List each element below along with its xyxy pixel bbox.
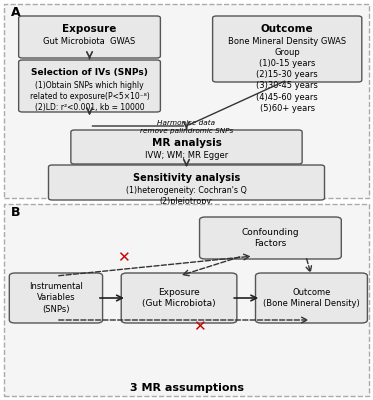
Text: Confounding
Factors: Confounding Factors — [242, 228, 299, 248]
Text: IVW; WM; MR Egger: IVW; WM; MR Egger — [145, 151, 228, 160]
Text: Harmonise data
remove palindromic SNPs: Harmonise data remove palindromic SNPs — [140, 120, 233, 134]
Text: Instrumental
Variables
(SNPs): Instrumental Variables (SNPs) — [29, 282, 83, 314]
Text: Exposure
(Gut Microbiota): Exposure (Gut Microbiota) — [142, 288, 216, 308]
Text: Exposure: Exposure — [62, 24, 117, 34]
Text: MR analysis: MR analysis — [151, 138, 222, 148]
Text: Gut Microbiota  GWAS: Gut Microbiota GWAS — [43, 37, 136, 46]
Text: ✕: ✕ — [117, 250, 129, 266]
FancyBboxPatch shape — [9, 273, 103, 323]
FancyBboxPatch shape — [48, 165, 325, 200]
FancyBboxPatch shape — [4, 4, 369, 198]
Text: Selection of IVs (SNPs): Selection of IVs (SNPs) — [31, 68, 148, 77]
Text: (1)Obtain SNPs which highly
related to exposure(P<5×10⁻⁸)
(2)LD: r²<0.001, kb = : (1)Obtain SNPs which highly related to e… — [29, 81, 150, 112]
FancyBboxPatch shape — [256, 273, 367, 323]
Text: Bone Mineral Density GWAS
Group
(1)0-15 years
(2)15-30 years
(3)30-45 years
(4)4: Bone Mineral Density GWAS Group (1)0-15 … — [228, 37, 346, 113]
Text: B: B — [11, 206, 21, 219]
FancyBboxPatch shape — [121, 273, 237, 323]
Text: Sensitivity analysis: Sensitivity analysis — [133, 173, 240, 183]
FancyBboxPatch shape — [19, 16, 160, 58]
Text: Outcome: Outcome — [261, 24, 314, 34]
FancyBboxPatch shape — [200, 217, 341, 259]
Text: 3 MR assumptions: 3 MR assumptions — [129, 383, 244, 393]
Text: Outcome
(Bone Mineral Density): Outcome (Bone Mineral Density) — [263, 288, 360, 308]
FancyBboxPatch shape — [213, 16, 362, 82]
Text: A: A — [11, 6, 21, 19]
FancyBboxPatch shape — [19, 60, 160, 112]
Text: (1)heterogeneity: Cochran's Q
(2)pleiotropy:
MR Egger intercept;
(3) leave-one-o: (1)heterogeneity: Cochran's Q (2)pleiotr… — [126, 186, 247, 228]
FancyBboxPatch shape — [71, 130, 302, 164]
FancyBboxPatch shape — [4, 204, 369, 396]
Text: ✕: ✕ — [193, 320, 206, 334]
